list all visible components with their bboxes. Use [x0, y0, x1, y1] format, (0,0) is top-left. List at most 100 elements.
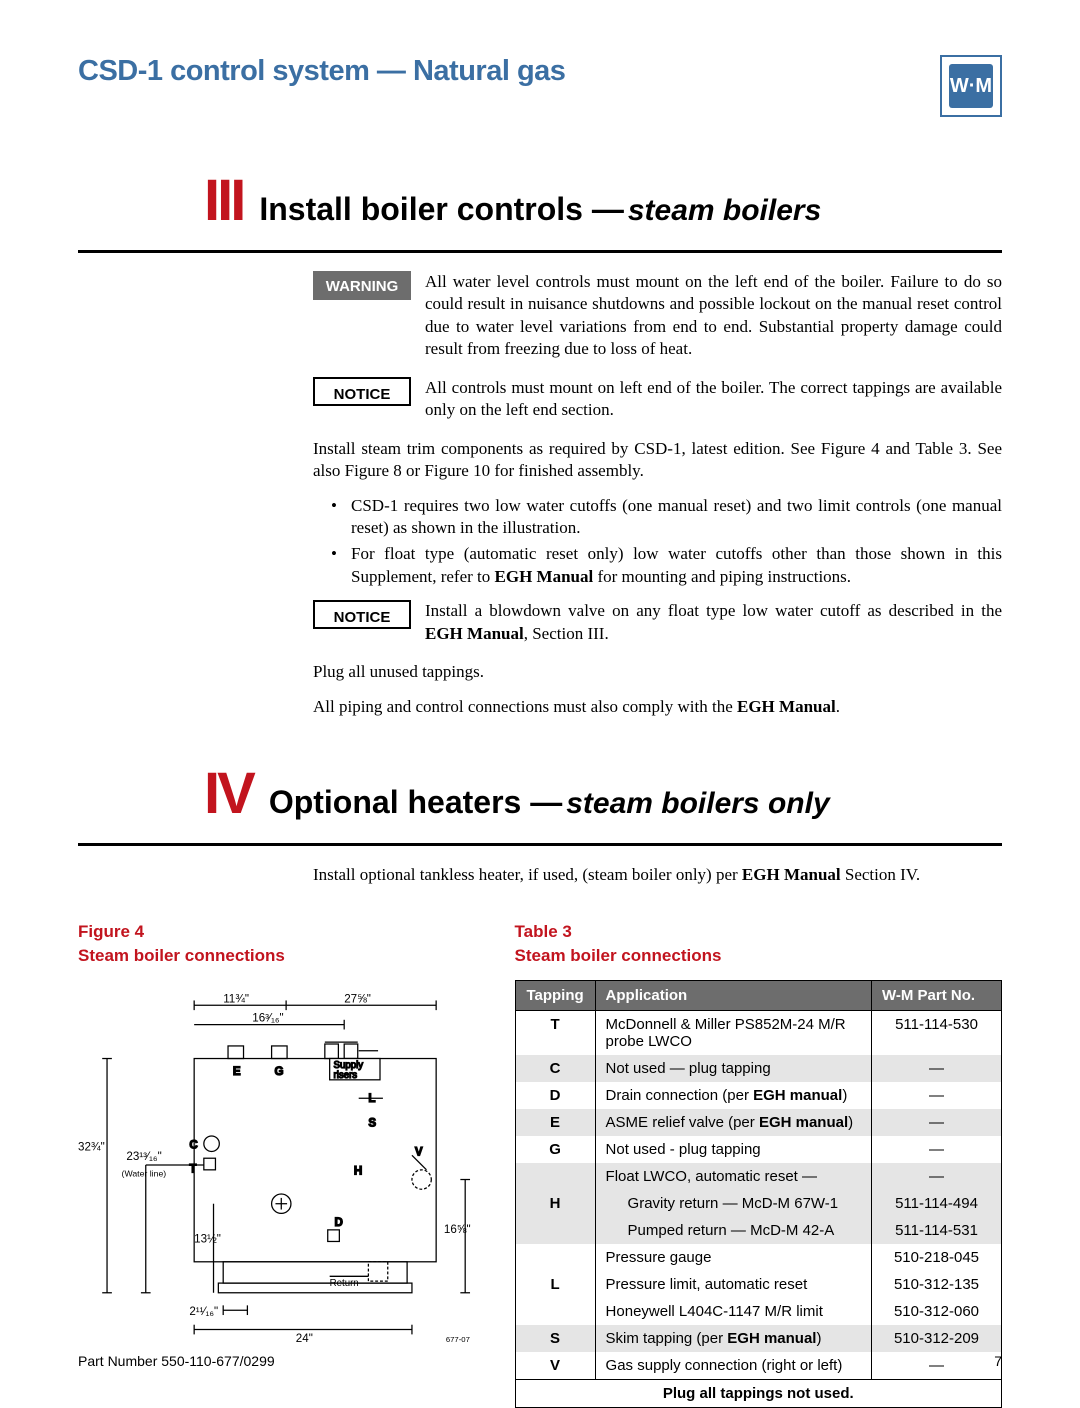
cell-application: Float LWCO, automatic reset —	[595, 1163, 871, 1190]
para-1: Install steam trim components as require…	[313, 438, 1002, 483]
notice-text-2: Install a blowdown valve on any float ty…	[425, 600, 1002, 645]
table-row: Float LWCO, automatic reset ——	[515, 1163, 1001, 1190]
svg-text:Return: Return	[330, 1278, 359, 1289]
svg-text:16⅝": 16⅝"	[444, 1223, 471, 1236]
figure-label: Figure 4	[78, 922, 485, 942]
para-2: Plug all unused tappings.	[313, 661, 1002, 683]
table-row: DDrain connection (per EGH manual)—	[515, 1082, 1001, 1109]
page-header: CSD-1 control system — Natural gas W·M	[78, 55, 1002, 117]
cell-partno: —	[872, 1055, 1002, 1082]
bullet-2: For float type (automatic reset only) lo…	[331, 543, 1002, 588]
table-row: Pumped return — McD-M 42-A511-114-531	[515, 1217, 1001, 1244]
svg-text:risers: risers	[334, 1070, 358, 1081]
cell-partno: 510-312-060	[872, 1298, 1002, 1325]
notice-badge-2: NOTICE	[313, 600, 411, 629]
cell-partno: —	[872, 1109, 1002, 1136]
table-row: TMcDonnell & Miller PS852M-24 M/R probe …	[515, 1011, 1001, 1056]
roman-iii: III	[204, 167, 243, 234]
cell-tapping	[515, 1163, 595, 1190]
cell-application: McDonnell & Miller PS852M-24 M/R probe L…	[595, 1011, 871, 1056]
figure-table-row: Figure 4 Steam boiler connections E G	[78, 922, 1002, 1408]
page-number: 7	[994, 1353, 1002, 1369]
svg-text:E: E	[233, 1065, 241, 1078]
cell-tapping	[515, 1244, 595, 1271]
table-caption: Steam boiler connections	[515, 946, 1002, 966]
figure-caption: Steam boiler connections	[78, 946, 485, 966]
table-row: HGravity return — McD-M 67W-1511-114-494	[515, 1190, 1001, 1217]
svg-text:13½": 13½"	[194, 1233, 221, 1246]
para-iv: Install optional tankless heater, if use…	[313, 864, 1002, 886]
section-rule	[78, 250, 1002, 253]
svg-text:S: S	[368, 1117, 376, 1130]
cell-application: Honeywell L404C-1147 M/R limit	[595, 1298, 871, 1325]
cell-tapping	[515, 1217, 595, 1244]
brand-logo: W·M	[940, 55, 1002, 117]
svg-text:T: T	[189, 1163, 196, 1176]
roman-iv: IV	[204, 760, 253, 827]
page-footer: Part Number 550-110-677/0299 7	[78, 1353, 1002, 1369]
cell-tapping: D	[515, 1082, 595, 1109]
svg-text:677-07: 677-07	[446, 1336, 470, 1345]
notice-badge-1: NOTICE	[313, 377, 411, 406]
table-row: Pressure gauge510-218-045	[515, 1244, 1001, 1271]
connections-table: Tapping Application W-M Part No. TMcDonn…	[515, 980, 1002, 1408]
section-rule-2	[78, 843, 1002, 846]
svg-text:2¹¹⁄₁₆": 2¹¹⁄₁₆"	[189, 1305, 218, 1318]
section-4-content: Install optional tankless heater, if use…	[313, 864, 1002, 886]
section-4: IV Optional heaters — steam boilers only…	[78, 760, 1002, 886]
cell-tapping	[515, 1298, 595, 1325]
figure-column: Figure 4 Steam boiler connections E G	[78, 922, 485, 1408]
table-header-row: Tapping Application W-M Part No.	[515, 981, 1001, 1011]
svg-text:32¾": 32¾"	[78, 1141, 105, 1154]
cell-application: Pressure gauge	[595, 1244, 871, 1271]
cell-application: Not used - plug tapping	[595, 1136, 871, 1163]
table-row: LPressure limit, automatic reset510-312-…	[515, 1271, 1001, 1298]
section-4-subtitle: steam boilers only	[566, 787, 829, 820]
cell-partno: —	[872, 1082, 1002, 1109]
svg-text:11¾": 11¾"	[223, 993, 249, 1006]
section-4-title: Optional heaters —	[269, 784, 562, 820]
section-3-title: Install boiler controls —	[259, 191, 624, 227]
cell-partno: 510-312-135	[872, 1271, 1002, 1298]
para-3: All piping and control connections must …	[313, 696, 1002, 718]
cell-partno: 511-114-531	[872, 1217, 1002, 1244]
warning-badge: WARNING	[313, 271, 411, 300]
table-row: Honeywell L404C-1147 M/R limit510-312-06…	[515, 1298, 1001, 1325]
doc-title: CSD-1 control system — Natural gas	[78, 55, 565, 88]
cell-application: Not used — plug tapping	[595, 1055, 871, 1082]
table-label: Table 3	[515, 922, 1002, 942]
cell-tapping: H	[515, 1190, 595, 1217]
brand-logo-text: W·M	[949, 64, 993, 108]
cell-application: ASME relief valve (per EGH manual)	[595, 1109, 871, 1136]
cell-tapping: E	[515, 1109, 595, 1136]
warning-callout: WARNING All water level controls must mo…	[313, 271, 1002, 361]
svg-text:27⅝": 27⅝"	[344, 993, 371, 1006]
notice-text-1: All controls must mount on left end of t…	[425, 377, 1002, 422]
cell-partno: 510-218-045	[872, 1244, 1002, 1271]
cell-tapping: C	[515, 1055, 595, 1082]
cell-tapping: S	[515, 1325, 595, 1352]
bullet-1: CSD-1 requires two low water cutoffs (on…	[331, 495, 1002, 540]
cell-partno: —	[872, 1163, 1002, 1190]
cell-partno: 511-114-530	[872, 1011, 1002, 1056]
section-4-heading: IV Optional heaters — steam boilers only	[204, 760, 1002, 827]
cell-application: Drain connection (per EGH manual)	[595, 1082, 871, 1109]
svg-text:D: D	[335, 1216, 343, 1229]
cell-application: Pumped return — McD-M 42-A	[595, 1217, 871, 1244]
cell-application: Pressure limit, automatic reset	[595, 1271, 871, 1298]
cell-tapping: G	[515, 1136, 595, 1163]
section-3-content: WARNING All water level controls must mo…	[313, 271, 1002, 718]
cell-tapping: L	[515, 1271, 595, 1298]
cell-partno: 510-312-209	[872, 1325, 1002, 1352]
th-application: Application	[595, 981, 871, 1011]
section-3-heading: III Install boiler controls — steam boil…	[204, 167, 1002, 234]
table-row: EASME relief valve (per EGH manual)—	[515, 1109, 1001, 1136]
table-footer-text: Plug all tappings not used.	[515, 1380, 1001, 1408]
table-row: GNot used - plug tapping—	[515, 1136, 1001, 1163]
cell-application: Skim tapping (per EGH manual)	[595, 1325, 871, 1352]
boiler-diagram: E G Supply risers L S C T	[78, 980, 485, 1350]
warning-text: All water level controls must mount on t…	[425, 271, 1002, 361]
svg-text:(Water line): (Water line)	[122, 1169, 167, 1179]
svg-text:24": 24"	[296, 1333, 313, 1346]
svg-text:C: C	[189, 1139, 198, 1152]
